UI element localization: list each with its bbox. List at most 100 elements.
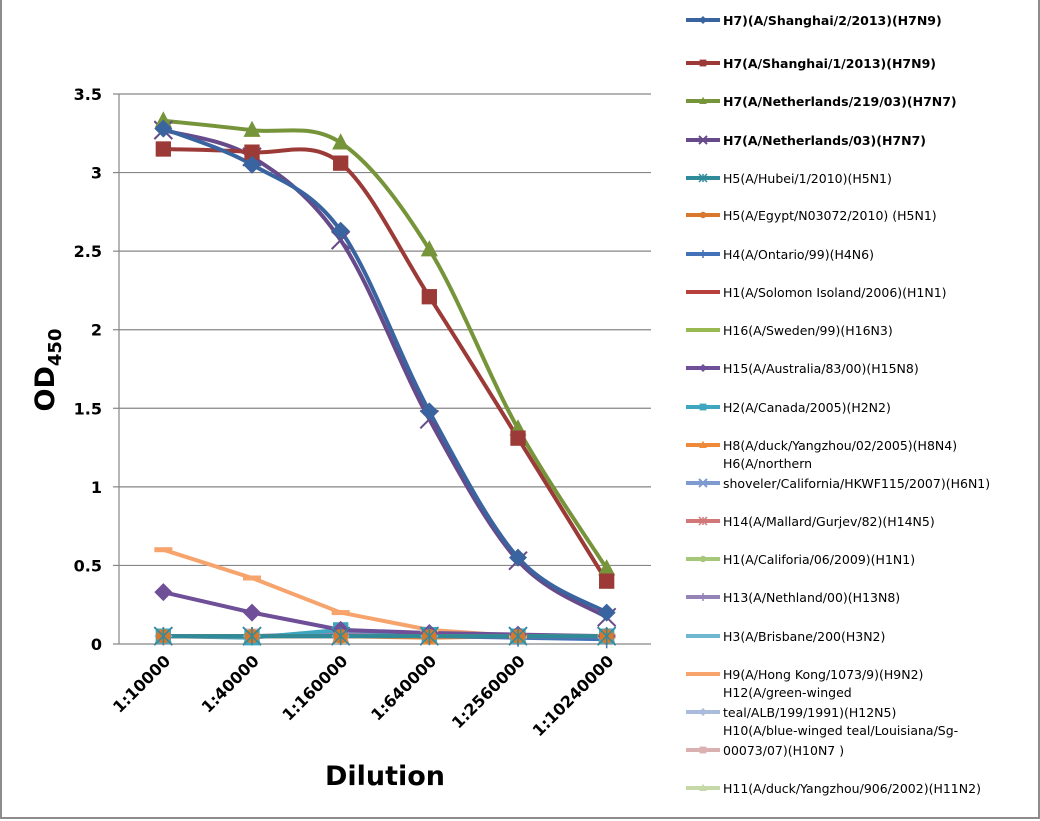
legend-label: H2(A/Canada/2005)(H2N2) bbox=[723, 400, 891, 415]
data-point bbox=[242, 626, 262, 646]
y-tick-label: 1.5 bbox=[74, 399, 102, 418]
data-point bbox=[419, 626, 439, 646]
legend-label: H11(A/duck/Yangzhou/906/2002)(H11N2) bbox=[723, 781, 981, 796]
data-point bbox=[243, 603, 261, 622]
data-point bbox=[599, 573, 615, 589]
x-tick-label: 1:160000 bbox=[278, 651, 351, 724]
data-point bbox=[420, 240, 438, 257]
x-axis-title: Dilution bbox=[325, 761, 445, 792]
legend-item: H5(A/Egypt/N03072/2010) (H5N1) bbox=[686, 208, 937, 223]
legend-label: H13(A/Nethland/00)(H13N8) bbox=[723, 590, 900, 605]
y-tick-label: 3 bbox=[91, 164, 102, 183]
legend-item: H1(A/Solomon Isoland/2006)(H1N1) bbox=[686, 285, 947, 300]
legend-item: H13(A/Nethland/00)(H13N8) bbox=[686, 590, 900, 605]
y-axis-title: OD450 bbox=[30, 329, 66, 412]
y-tick-label: 1 bbox=[91, 478, 102, 497]
legend-item: H12(A/green-winged teal/ALB/199/1991)(H12… bbox=[686, 685, 896, 720]
data-point bbox=[420, 402, 439, 421]
series-markers bbox=[153, 111, 617, 649]
legend-label: H16(A/Sweden/99)(H16N3) bbox=[723, 323, 893, 338]
x-tick-label: 1:640000 bbox=[367, 651, 440, 724]
data-point bbox=[598, 559, 616, 576]
y-tick-labels: 0 0.5 1 1.5 2 2.5 3 3.5 bbox=[74, 85, 102, 654]
series-line bbox=[162, 590, 607, 639]
legend-label: H8(A/duck/Yangzhou/02/2005)(H8N4) bbox=[723, 438, 957, 453]
data-point bbox=[243, 575, 261, 581]
legend-item: H7(A/Netherlands/219/03)(H7N7) bbox=[686, 94, 957, 109]
legend-label: H3(A/Brisbane/200(H3N2) bbox=[723, 629, 885, 644]
series-line bbox=[162, 547, 607, 639]
legend-item: H15(A/Australia/83/00)(H15N8) bbox=[686, 361, 919, 376]
legend-item: H5(A/Hubei/1/2010)(H5N1) bbox=[686, 171, 892, 186]
data-point bbox=[154, 119, 173, 138]
legend-label: H7(A/Netherlands/03)(H7N7) bbox=[723, 133, 926, 148]
legend-marker bbox=[699, 440, 707, 448]
x-tick-label: 1:10000 bbox=[109, 651, 174, 716]
data-point bbox=[331, 221, 350, 240]
legend-item: H3(A/Brisbane/200(H3N2) bbox=[686, 629, 885, 644]
data-point bbox=[331, 626, 351, 646]
data-point bbox=[153, 626, 173, 646]
y-tick-label: 0.5 bbox=[74, 556, 102, 575]
data-point bbox=[597, 603, 616, 622]
x-tick-labels: 1:10000 1:40000 1:160000 1:640000 1:2560000 1… bbox=[109, 651, 618, 740]
legend-marker bbox=[699, 708, 707, 716]
legend-label: H6(A/northern bbox=[723, 456, 812, 471]
legend-label: H10(A/blue-winged teal/Louisiana/Sg- bbox=[723, 723, 958, 738]
legend-item: H4(A/Ontario/99)(H4N6) bbox=[686, 247, 874, 262]
data-point bbox=[244, 144, 260, 160]
legend-label: teal/ALB/199/1991)(H12N5) bbox=[723, 705, 896, 720]
legend-item: H1(A/Califoria/06/2009)(H1N1) bbox=[686, 552, 915, 567]
series-line bbox=[163, 118, 609, 570]
legend-marker bbox=[699, 746, 707, 754]
data-point bbox=[510, 430, 526, 446]
legend-label: shoveler/California/HKWF115/2007)(H6N1) bbox=[723, 476, 990, 491]
legend-label: H1(A/Solomon Isoland/2006)(H1N1) bbox=[723, 285, 947, 300]
legend-item: H16(A/Sweden/99)(H16N3) bbox=[686, 323, 893, 338]
legend-item: H14(A/Mallard/Gurjev/82)(H14N5) bbox=[686, 514, 935, 529]
legend-item: H6(A/northern shoveler/California/HKWF115… bbox=[686, 456, 990, 491]
legend-marker bbox=[699, 96, 707, 104]
data-point bbox=[421, 289, 437, 305]
legend-marker bbox=[699, 59, 707, 67]
legend-label: H7(A/Netherlands/219/03)(H7N7) bbox=[723, 94, 957, 109]
data-point bbox=[509, 548, 527, 567]
y-axis-title-subscript: 450 bbox=[45, 329, 66, 367]
legend-item: H8(A/duck/Yangzhou/02/2005)(H8N4) bbox=[686, 438, 957, 453]
legend-marker bbox=[699, 403, 707, 411]
legend-label: H7)(A/Shanghai/2/2013)(H7N9) bbox=[723, 13, 942, 28]
legend-label: H14(A/Mallard/Gurjev/82)(H14N5) bbox=[723, 514, 935, 529]
legend-label: H9(A/Hong Kong/1073/9)(H9N2) bbox=[723, 667, 923, 682]
legend-item: H2(A/Canada/2005)(H2N2) bbox=[686, 400, 891, 415]
legend-item: H7)(A/Shanghai/2/2013)(H7N9) bbox=[686, 13, 942, 28]
series-line bbox=[162, 128, 608, 619]
legend-marker bbox=[699, 555, 707, 563]
y-tick-label: 0 bbox=[91, 635, 102, 654]
data-point bbox=[243, 120, 261, 137]
legend-label: H1(A/Califoria/06/2009)(H1N1) bbox=[723, 552, 915, 567]
x-tick-label: 1:2560000 bbox=[448, 651, 529, 732]
legend-label: H4(A/Ontario/99)(H4N6) bbox=[723, 247, 874, 262]
x-tick-label: 1:40000 bbox=[198, 651, 263, 716]
legend-marker bbox=[699, 16, 707, 24]
legend-marker bbox=[698, 516, 708, 526]
legend-marker bbox=[698, 173, 708, 183]
legend-item: H9(A/Hong Kong/1073/9)(H9N2) bbox=[686, 667, 923, 682]
series-lines bbox=[162, 118, 609, 642]
data-point bbox=[155, 141, 171, 157]
data-point bbox=[597, 626, 617, 646]
data-point bbox=[154, 111, 172, 128]
x-tick-label: 1:10240000 bbox=[529, 651, 618, 740]
legend-item: H7(A/Netherlands/03)(H7N7) bbox=[686, 133, 926, 148]
legend-label: H7(A/Shanghai/1/2013)(H7N9) bbox=[723, 56, 936, 71]
legend-marker bbox=[699, 783, 707, 791]
legend-item: H7(A/Shanghai/1/2013)(H7N9) bbox=[686, 56, 936, 71]
data-point bbox=[154, 583, 173, 602]
legend-label: H15(A/Australia/83/00)(H15N8) bbox=[723, 361, 919, 376]
y-tick-label: 3.5 bbox=[74, 85, 102, 104]
series-line bbox=[162, 126, 608, 615]
data-point bbox=[331, 610, 350, 616]
data-point bbox=[330, 230, 351, 250]
